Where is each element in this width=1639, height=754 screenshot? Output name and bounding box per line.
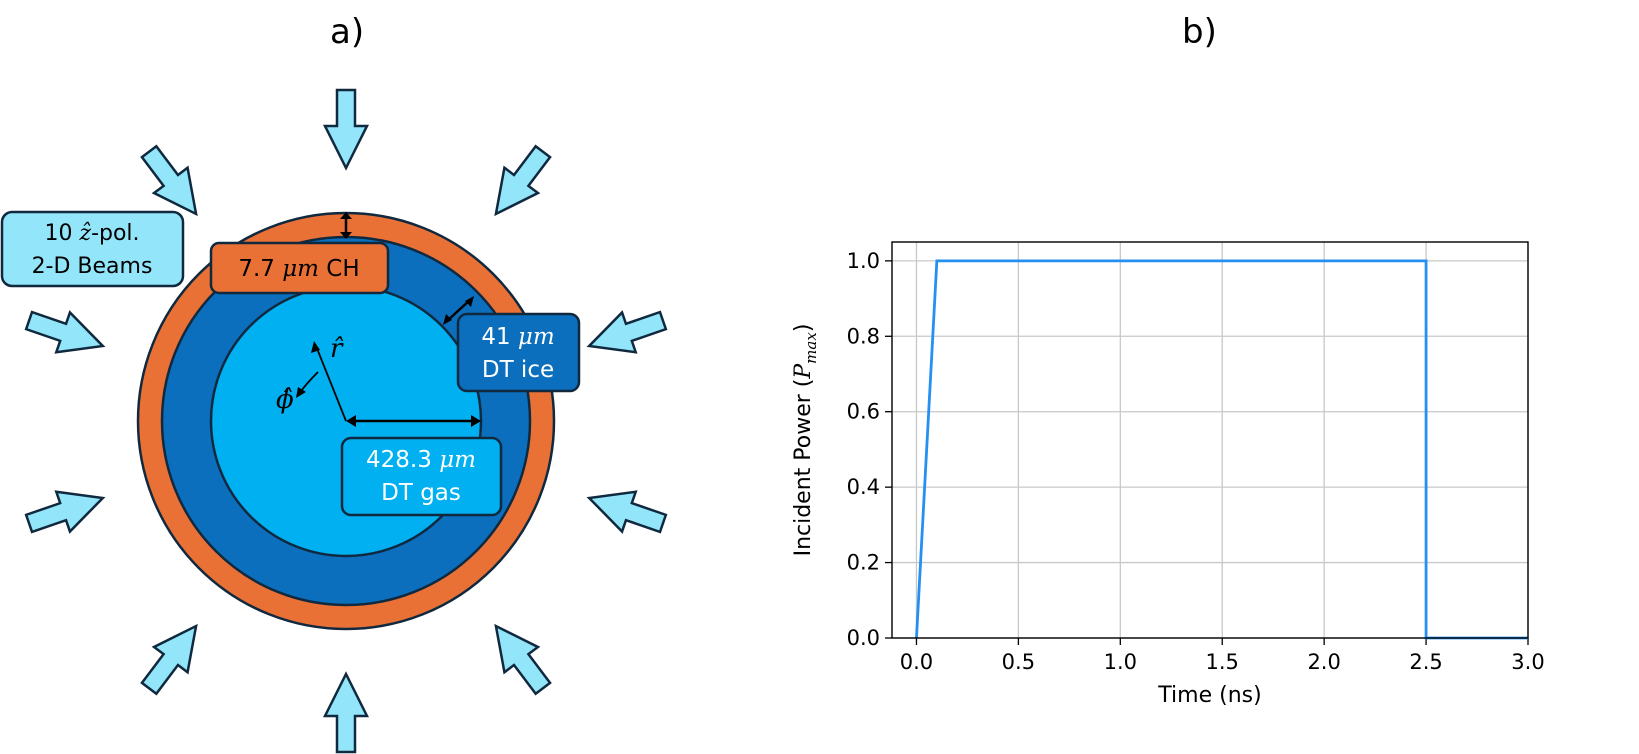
y-tick-label: 0.0 [847, 626, 880, 650]
beam-arrow-icon [581, 476, 672, 545]
svg-text:10 ẑ-pol.: 10 ẑ-pol. [44, 221, 139, 246]
svg-text:DT gas: DT gas [381, 480, 461, 506]
svg-text:DT ice: DT ice [482, 357, 554, 383]
dt-gas-label: 428.3 μm DT gas [340, 436, 503, 517]
y-tick-label: 0.6 [847, 400, 880, 424]
beam-arrow-icon [477, 612, 561, 703]
y-tick-label: 0.8 [847, 324, 880, 348]
x-tick-label: 2.5 [1409, 650, 1442, 674]
x-tick-label: 1.0 [1104, 650, 1137, 674]
x-axis-label: Time (ns) [1157, 683, 1261, 708]
y-tick-label: 1.0 [847, 249, 880, 273]
ch-thickness-label: 7.7 μm CH [209, 241, 390, 295]
y-tick-label: 0.2 [847, 551, 880, 575]
svg-text:428.3 μm: 428.3 μm [366, 447, 476, 473]
dimension-arrows [340, 212, 481, 427]
plot-frame [891, 241, 1529, 639]
phi-hat-label: ϕ̂ [276, 385, 294, 415]
power-chart: 0.0 0.5 1.0 1.5 2.0 2.5 3.00.00.20.40.60.81.0 … [791, 241, 1545, 708]
dt-ice-label: 41 μm DT ice [456, 312, 581, 393]
x-tick-label: 2.0 [1307, 650, 1340, 674]
r-hat-label: r̂ [330, 334, 344, 364]
svg-text:2-D Beams: 2-D Beams [32, 254, 153, 279]
beam-arrow-icon [20, 476, 111, 545]
y-tick-label: 0.4 [847, 475, 880, 499]
beams-label: 10 ẑ-pol. 2-D Beams [0, 210, 185, 288]
panel-a-label: a) [330, 12, 365, 52]
chart-ticks: 0.0 0.5 1.0 1.5 2.0 2.5 3.0 0.0 0.2 0.4 0.6 0.8 1.0 [847, 249, 1545, 674]
x-tick-label: 3.0 [1511, 650, 1544, 674]
beam-arrow-icon [323, 672, 369, 754]
ice-thickness-arrow [446, 299, 471, 322]
svg-text:7.7 μm CH: 7.7 μm CH [238, 256, 359, 282]
y-axis-label: Incident Power (Pmax) [791, 324, 820, 557]
x-tick-label: 0.5 [1002, 650, 1035, 674]
beam-arrow-icon [323, 88, 369, 170]
r-vector [315, 345, 347, 422]
svg-text:41 μm: 41 μm [481, 324, 554, 350]
x-tick-label: 1.5 [1206, 650, 1239, 674]
target-diagram: r̂ ϕ̂ 10 ẑ-pol. 2-D Beams 7.7 μm CH 41 μ… [0, 88, 672, 754]
panel-b-label: b) [1182, 12, 1217, 52]
chart-grid [892, 242, 1529, 639]
beam-arrow-icon [20, 299, 111, 368]
beam-arrow-icon [581, 299, 672, 368]
beam-arrow-icon [477, 137, 561, 228]
x-tick-label: 0.0 [900, 650, 933, 674]
beam-arrow-icon [131, 612, 215, 703]
